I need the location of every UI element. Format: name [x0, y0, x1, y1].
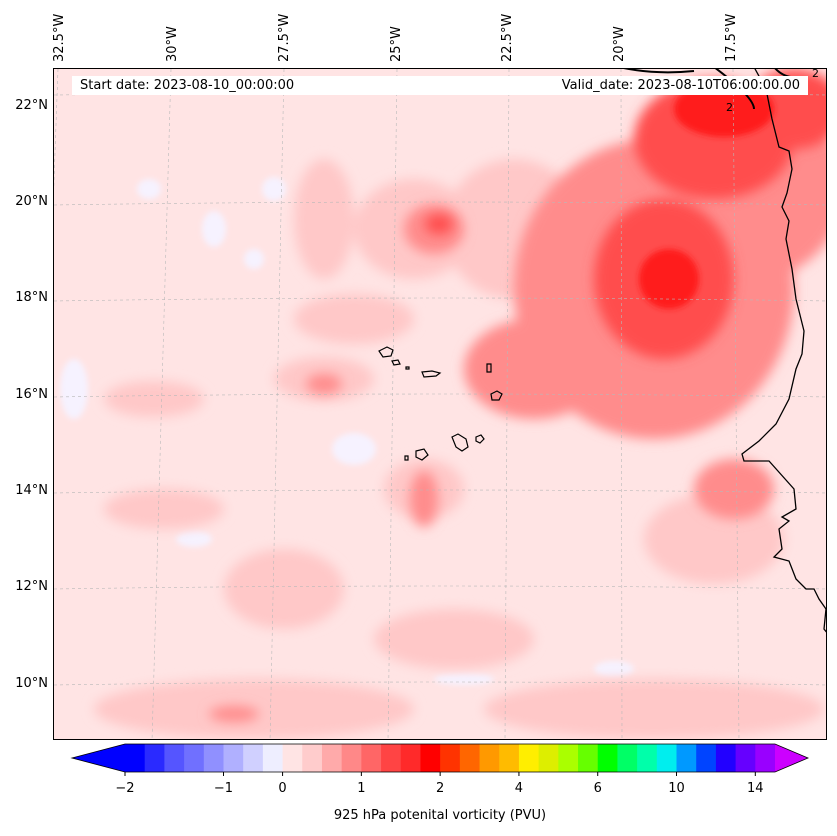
colorbar-tick-label: −2 [115, 781, 135, 796]
colorbar [70, 743, 810, 776]
valid-date-label: Valid_date: 2023-08-10T06:00:00.00 [561, 78, 800, 93]
latitude-label: 18°N [15, 290, 48, 305]
date-info-bar: Start date: 2023-08-10_00:00:00 Valid_da… [72, 76, 808, 95]
colorbar-swatch [282, 744, 303, 772]
africa-coastline [741, 69, 826, 633]
latitude-label: 10°N [15, 676, 48, 691]
colorbar-swatch [459, 744, 481, 772]
colorbar-swatch [518, 744, 540, 772]
contour-label-2: 2 [812, 69, 819, 80]
colorbar-swatch [184, 744, 205, 772]
longitude-label: 27.5°W [277, 13, 292, 62]
longitude-label: 20°W [612, 26, 627, 62]
colorbar-tick-label: 2 [436, 781, 445, 796]
colorbar-swatch [735, 744, 756, 772]
colorbar-swatch [302, 744, 323, 772]
colorbar-tick-label: 4 [514, 781, 524, 796]
colorbar-swatch [400, 744, 421, 772]
colorbar-swatch [125, 744, 146, 772]
longitude-label: 17.5°W [724, 13, 739, 62]
colorbar-over-arrow [775, 744, 808, 772]
contour-label-1: 2 [726, 101, 733, 114]
colorbar-swatch [420, 744, 441, 772]
colorbar-swatch [715, 744, 737, 772]
colorbar-swatch [578, 744, 599, 772]
colorbar-swatch [479, 744, 500, 772]
longitude-label: 32.5°W [52, 13, 67, 62]
colorbar-swatch [597, 744, 618, 772]
colorbar-tick-label: 1 [357, 781, 366, 796]
colorbar-swatch [144, 744, 165, 772]
colorbar-swatch [262, 744, 284, 772]
map-panel: 2 2 [53, 68, 827, 740]
colorbar-title: 925 hPa potenital vorticity (PVU) [333, 808, 547, 823]
colorbar-swatch [656, 744, 678, 772]
colorbar-tick-label: 6 [593, 781, 602, 796]
colorbar-swatch [637, 744, 658, 772]
latitude-label: 12°N [15, 579, 48, 594]
start-date-label: Start date: 2023-08-10_00:00:00 [80, 78, 295, 93]
low-pv-patches [60, 177, 634, 685]
colorbar-tick-label: −1 [213, 781, 234, 796]
colorbar-swatch [223, 744, 244, 772]
colorbar-swatch [203, 744, 224, 772]
colorbar-swatch [321, 744, 343, 772]
latitude-label: 16°N [15, 387, 48, 402]
longitude-label: 25°W [389, 26, 404, 62]
latitude-label: 14°N [15, 483, 48, 498]
colorbar-tick-label: 14 [747, 781, 764, 796]
colorbar-tick-label: 0 [278, 781, 287, 796]
pv-field-map: 2 2 [54, 69, 826, 739]
longitude-label: 30°W [165, 26, 180, 62]
pv-band-max [639, 81, 774, 309]
colorbar-swatch [755, 744, 776, 772]
colorbar-swatch [341, 744, 362, 772]
latitude-label: 20°N [15, 194, 48, 209]
latitude-label: 22°N [15, 98, 48, 113]
cape-verde-islands [378, 346, 503, 461]
colorbar-tick-label: 10 [668, 781, 685, 796]
colorbar-swatch [696, 744, 717, 772]
colorbar-swatch [617, 744, 638, 772]
colorbar-swatch [381, 744, 402, 772]
colorbar-swatch [499, 744, 520, 772]
colorbar-swatch [440, 744, 461, 772]
longitude-label: 22.5°W [500, 13, 515, 62]
colorbar-swatch [164, 744, 185, 772]
colorbar-swatch [243, 744, 264, 772]
colorbar-swatch [676, 744, 697, 772]
colorbar-swatch [558, 744, 579, 772]
colorbar-under-arrow [72, 744, 125, 772]
colorbar-swatch [361, 744, 382, 772]
colorbar-swatch [538, 744, 559, 772]
